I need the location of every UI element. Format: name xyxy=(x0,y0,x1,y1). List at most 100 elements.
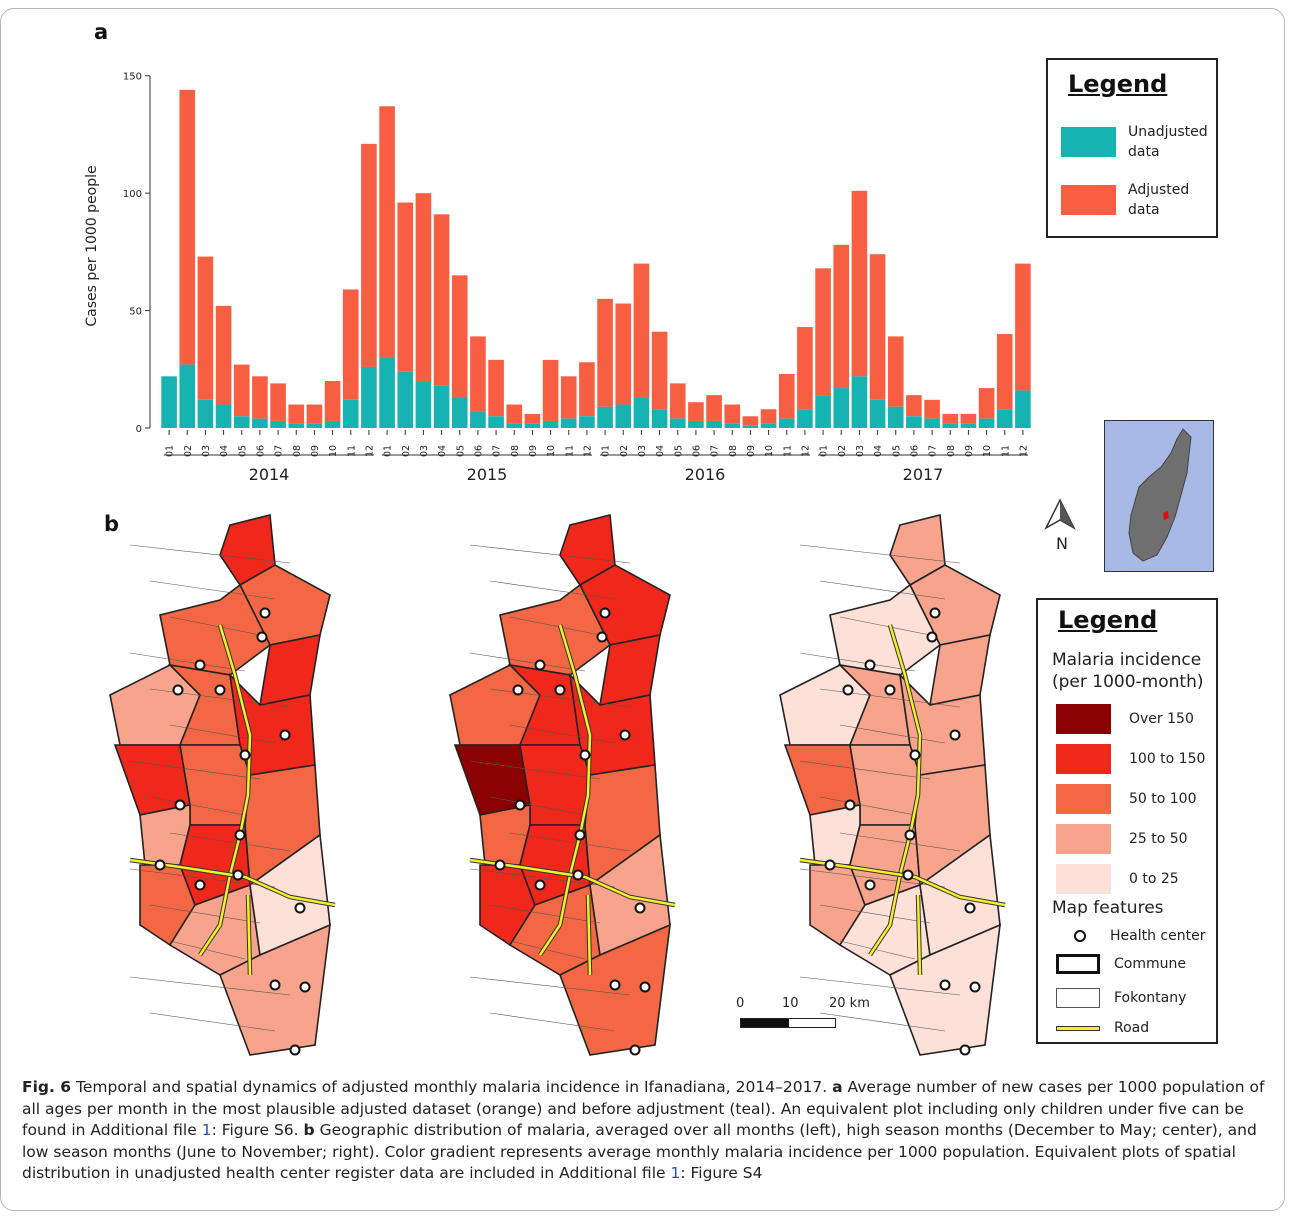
incidence-swatch xyxy=(1056,864,1111,894)
bar-unadjusted xyxy=(1015,390,1031,428)
x-tick-label: 03 xyxy=(201,445,212,457)
caption-ref-link[interactable]: 1 xyxy=(201,1121,212,1139)
bar-unadjusted xyxy=(379,357,395,428)
bar-adjusted xyxy=(579,362,595,417)
bar-unadjusted xyxy=(270,420,286,428)
x-tick-label: 12 xyxy=(582,445,593,457)
x-tick-label: 08 xyxy=(292,445,303,457)
x-tick-label: 12 xyxy=(364,445,375,457)
scale-bar xyxy=(740,1018,836,1028)
scale-label-20: 20 km xyxy=(829,996,870,1011)
feature-label: Road xyxy=(1114,1020,1150,1036)
caption-ref-link[interactable]: 1 xyxy=(670,1164,681,1182)
bar-unadjusted xyxy=(361,366,377,428)
bar-adjusted xyxy=(342,289,359,400)
incidence-swatch xyxy=(1056,824,1111,854)
bar-unadjusted xyxy=(651,409,668,428)
bar-unadjusted xyxy=(760,423,777,428)
fokontany-line xyxy=(819,1012,946,1032)
incidence-class: 25 to 50 xyxy=(1056,824,1188,854)
bar-unadjusted xyxy=(451,397,468,428)
health-center-icon xyxy=(864,879,876,891)
bar-unadjusted xyxy=(560,418,577,428)
bar-adjusted xyxy=(306,404,323,424)
bar-unadjusted xyxy=(215,404,232,428)
health-center-icon xyxy=(574,829,586,841)
health-center-icon xyxy=(929,607,941,619)
map-legend-subtitle: Malaria incidence xyxy=(1052,650,1202,670)
bar-unadjusted xyxy=(996,409,1013,428)
bar-unadjusted xyxy=(978,418,995,428)
bar-adjusted xyxy=(851,190,868,377)
x-tick-label: 12 xyxy=(1018,445,1029,457)
map-left xyxy=(109,513,336,1056)
bar-adjusted xyxy=(252,376,268,419)
bar-adjusted xyxy=(869,254,886,400)
x-tick-label: 05 xyxy=(455,445,466,457)
bar-unadjusted xyxy=(233,416,250,428)
y-tick-label: 50 xyxy=(129,307,142,318)
feature-label: Commune xyxy=(1114,956,1186,972)
fokontany-line xyxy=(469,868,616,888)
x-tick-label: 05 xyxy=(673,445,684,457)
x-tick-label: 01 xyxy=(383,445,394,457)
health-center-icon xyxy=(619,729,631,741)
x-tick-label: 09 xyxy=(310,445,321,457)
y-tick-label: 100 xyxy=(123,189,142,200)
fokontany-line xyxy=(169,724,276,744)
x-tick-label: 02 xyxy=(837,445,848,457)
health-center-icon xyxy=(174,799,186,811)
health-center-icon xyxy=(824,859,836,871)
fokontany-line xyxy=(819,904,931,924)
legend-item-unadjusted: Unadjusted data xyxy=(1061,122,1208,162)
health-center-icon xyxy=(259,607,271,619)
x-tick-label: 07 xyxy=(928,445,939,457)
fokontany-line xyxy=(169,940,246,960)
legend-item-adjusted: Adjusted data xyxy=(1061,180,1189,220)
road xyxy=(538,624,592,956)
x-tick-label: 10 xyxy=(982,445,993,457)
bar-adjusted xyxy=(906,395,922,417)
x-tick-label: 11 xyxy=(782,445,793,457)
bar-adjusted xyxy=(270,383,286,421)
bar-adjusted xyxy=(488,359,504,417)
feature-label: Fokontany xyxy=(1114,990,1187,1006)
fokontany-line xyxy=(489,904,601,924)
health-center-icon xyxy=(299,981,311,993)
road xyxy=(586,894,592,976)
health-center-icon xyxy=(959,1044,971,1056)
health-center-icon xyxy=(534,879,546,891)
fokontany-line xyxy=(129,544,291,564)
bar-adjusted xyxy=(615,303,632,405)
fokontany-line xyxy=(799,868,946,888)
x-tick-label: 10 xyxy=(546,445,557,457)
bar-unadjusted xyxy=(542,420,559,428)
health-center-icon xyxy=(514,799,526,811)
bar-adjusted xyxy=(324,381,341,421)
health-center-icon xyxy=(609,979,621,991)
fokontany-line xyxy=(469,760,601,780)
health-center-icon xyxy=(629,1044,641,1056)
bar-unadjusted xyxy=(179,364,196,428)
health-center-icon xyxy=(844,799,856,811)
bar-unadjusted xyxy=(579,416,595,428)
x-tick-label: 01 xyxy=(165,445,176,457)
health-center-icon xyxy=(1074,930,1086,942)
fokontany-line xyxy=(819,580,946,600)
bar-unadjusted xyxy=(470,411,486,428)
bar-unadjusted xyxy=(851,376,868,428)
bar-adjusted xyxy=(833,244,850,389)
bar-adjusted xyxy=(397,202,414,372)
health-center-icon xyxy=(232,869,244,881)
bar-unadjusted xyxy=(252,418,268,428)
bar-unadjusted xyxy=(924,418,940,428)
fokontany-line xyxy=(799,544,961,564)
legend-label: Adjusted xyxy=(1128,182,1190,198)
bar-unadjusted xyxy=(197,399,214,428)
y-axis-label: Cases per 1000 people xyxy=(84,165,100,326)
figure-frame xyxy=(0,8,1285,1211)
year-label: 2017 xyxy=(903,465,944,484)
health-center-icon xyxy=(194,879,206,891)
x-tick-label: 05 xyxy=(891,445,902,457)
